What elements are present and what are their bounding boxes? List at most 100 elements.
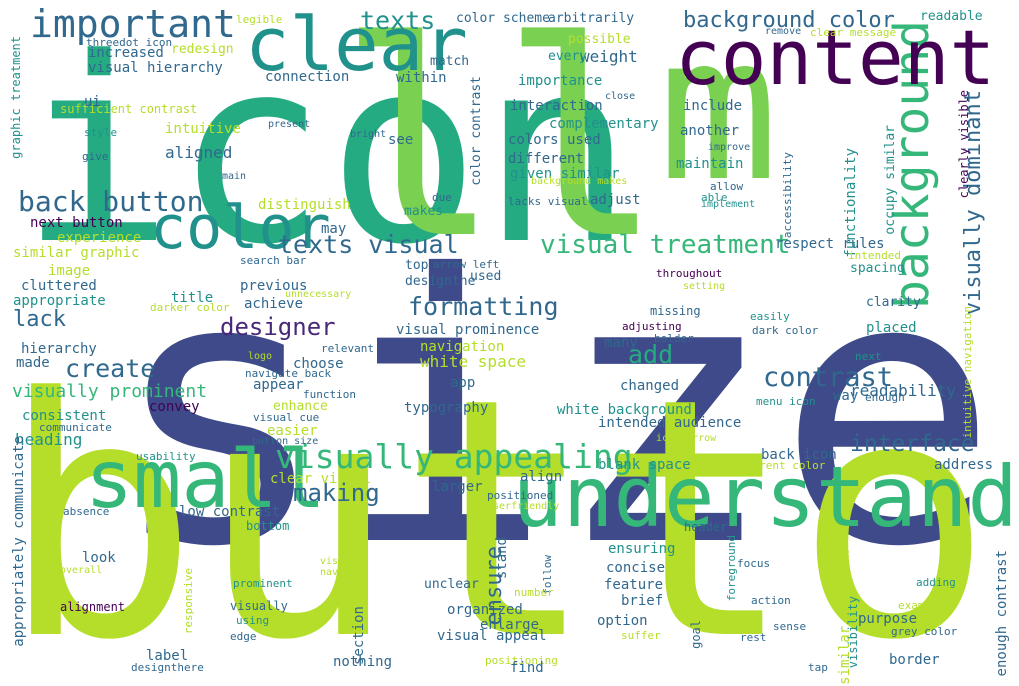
word-visual-appeal: visual appeal <box>437 628 547 644</box>
word-responsive: responsive <box>182 568 195 635</box>
word-positioned: positioned <box>487 489 554 502</box>
word-made: made <box>16 355 50 371</box>
word-different: different <box>508 151 584 167</box>
word-intuitive-navigation: intuitive navigation <box>961 306 974 439</box>
word-m: m <box>658 0 779 226</box>
word-button-size: button size <box>252 436 319 447</box>
word-function: function <box>303 388 356 401</box>
word-visual-prominence: visual prominence <box>396 322 540 338</box>
word-concise: concise <box>606 560 666 576</box>
word-easily: easily <box>750 310 790 323</box>
word-number: number <box>514 586 554 599</box>
word-visible: visible <box>320 556 363 567</box>
word-ll: ll <box>338 0 664 298</box>
word-texts: texts <box>360 6 436 35</box>
word-style: style <box>84 126 118 139</box>
word-white-space: white space <box>420 352 526 371</box>
word-positioning: positioning <box>485 654 558 667</box>
word-icon-arrow: icon arrow <box>656 433 717 444</box>
word-occupy-similar: occupy similar <box>883 125 898 235</box>
word-suffer: suffer <box>621 629 661 642</box>
word-experience: experience <box>57 230 142 246</box>
word-readability: readability <box>850 381 956 400</box>
word-back-icon: back icon <box>761 447 837 463</box>
word-find: find <box>510 660 544 676</box>
word-low-contrast: low contrast <box>179 504 281 520</box>
word-feature: feature <box>604 577 664 593</box>
word-top: top <box>405 258 429 273</box>
word-app: app <box>450 375 476 391</box>
word-look: look <box>82 550 116 566</box>
word-contrast: contrast <box>763 362 894 393</box>
word-similar-graphic: similar graphic <box>13 245 140 261</box>
word-navigate: navigate <box>320 567 369 578</box>
word-visual-cue: visual cue <box>253 411 320 424</box>
word-adding: adding <box>916 576 956 589</box>
word-give: give <box>82 150 109 163</box>
word-throughout: throughout <box>656 267 723 280</box>
word-header: header <box>684 520 728 534</box>
word-different-color: different color <box>726 459 826 472</box>
word-designer: designer <box>220 313 336 341</box>
word-typography: typography <box>404 400 489 416</box>
word-many: many <box>604 335 638 351</box>
word-redesign: redesign <box>171 42 234 57</box>
word-respect-rules: respect rules <box>775 236 885 252</box>
word-colors-used: colors used <box>508 132 601 148</box>
word-unclear: unclear <box>424 577 479 592</box>
word-clearly-visible: clearly visible <box>957 90 971 199</box>
word-interface: interface <box>850 431 975 457</box>
word-using: using <box>236 614 270 627</box>
word-enhance: enhance <box>273 399 328 414</box>
word-icon: icon <box>20 4 635 301</box>
word-spacing: spacing <box>850 261 905 276</box>
word-used: used <box>470 269 502 284</box>
word-threedot-icon: threedot icon <box>86 36 173 49</box>
word-main: main <box>222 171 247 182</box>
word-appropriately-communicate: appropriately communicate <box>11 436 27 647</box>
word-appropriate: appropriate <box>13 293 106 309</box>
word-search-bar: search bar <box>240 254 307 267</box>
word-color-contrast: color contrast <box>469 76 484 186</box>
word-another: another <box>680 123 740 139</box>
word-graphic-treatment: graphic treatment <box>9 36 23 159</box>
word-choose: choose <box>293 356 344 372</box>
word-bottom: bottom <box>246 519 290 533</box>
word-logo: logo <box>248 351 273 362</box>
word-prominent: prominent <box>233 577 293 590</box>
word-alignment: alignment <box>60 600 126 614</box>
word-intuitive: intuitive <box>165 121 241 137</box>
word-button: button <box>0 328 1019 686</box>
word-color: color <box>150 193 331 263</box>
word-maintain: maintain <box>676 156 744 172</box>
word-navigation: navigation <box>420 339 505 355</box>
word-changed: changed <box>620 378 680 394</box>
word-within: within <box>396 70 447 86</box>
word-focus: focus <box>737 557 771 570</box>
word-enough: enough <box>865 391 905 404</box>
word-given-similar: given similar <box>510 166 620 182</box>
word-cluttered: cluttered <box>21 278 97 294</box>
word-align: align <box>520 469 563 485</box>
word-due: due <box>432 191 452 204</box>
word-visual-treatment: visual treatment <box>540 230 791 260</box>
word-convey: convey <box>149 399 200 415</box>
word-allow: allow <box>710 180 744 193</box>
word-setting: setting <box>683 281 726 292</box>
word-hierarchy: hierarchy <box>21 341 97 357</box>
word-purpose: purpose <box>858 611 918 627</box>
word-every: every <box>548 49 588 64</box>
word-arbitrarily: arbitrarily <box>548 11 635 26</box>
word-important: important <box>30 2 236 46</box>
word-action: action <box>751 594 791 607</box>
word-address: address <box>934 457 994 473</box>
word-designthe: designthe <box>405 274 476 289</box>
word-enlarge: enlarge <box>480 617 540 633</box>
word-accessibility: accessibility <box>781 152 794 239</box>
word-image: image <box>48 263 91 279</box>
word-enough-contrast: enough contrast <box>994 550 1010 677</box>
word-example: example <box>898 599 945 612</box>
word-nothing: nothing <box>333 654 393 670</box>
word-functionality: functionality <box>843 148 859 258</box>
word-see: see <box>388 132 414 148</box>
